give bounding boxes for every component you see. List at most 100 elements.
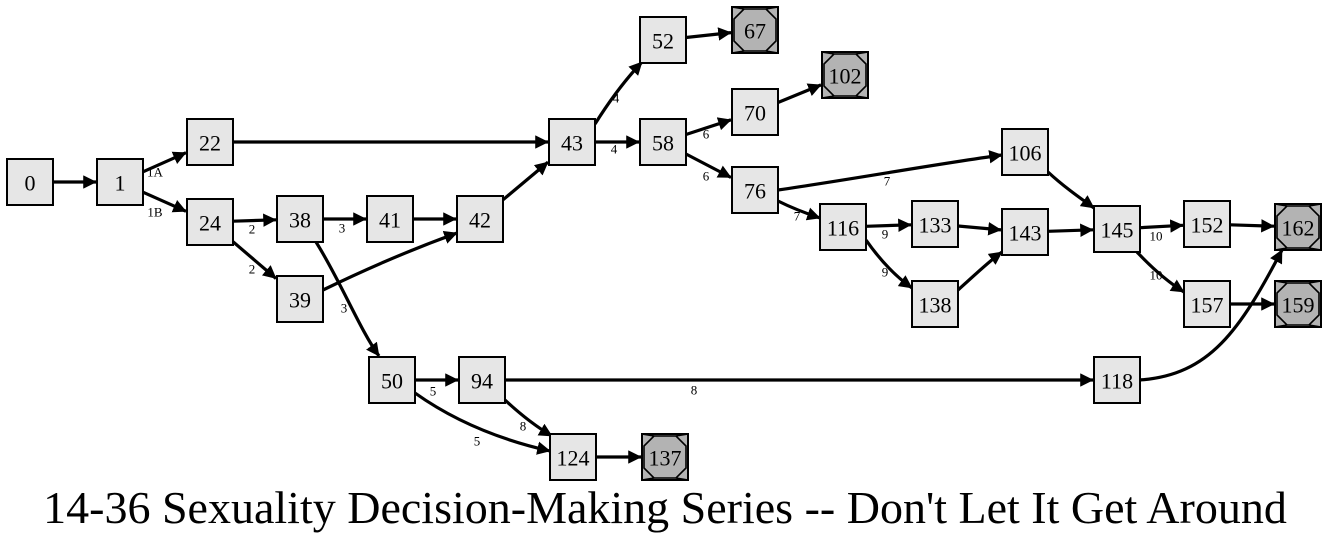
page-box xyxy=(96,158,144,206)
page-box xyxy=(911,280,959,328)
edge-label-50-94: 5 xyxy=(430,384,437,399)
page-box xyxy=(1183,200,1231,248)
edge-label-43-52: 4 xyxy=(613,91,620,106)
ending-corner xyxy=(765,6,779,10)
ending-corner xyxy=(821,51,835,55)
page-box xyxy=(639,118,687,166)
node-label-76: 76 xyxy=(744,179,766,204)
edge-1-24 xyxy=(142,190,187,213)
edge-106-145 xyxy=(1046,170,1095,210)
page-box xyxy=(276,275,324,323)
edge-24-39 xyxy=(231,240,278,280)
edge-152-162 xyxy=(1229,219,1275,233)
node-label-124: 124 xyxy=(557,446,590,471)
node-label-0: 0 xyxy=(25,171,36,196)
ending-node-162: 162 xyxy=(1274,203,1322,251)
edge-label-1-24: 1B xyxy=(147,205,163,220)
page-box xyxy=(1183,280,1231,328)
node-label-43: 43 xyxy=(561,131,583,156)
page-box xyxy=(456,195,504,243)
ending-corner xyxy=(1274,280,1288,284)
edge-label-50-124: 5 xyxy=(474,434,481,449)
node-label-1: 1 xyxy=(115,171,126,196)
page-node-39: 39 xyxy=(276,275,324,323)
ending-corner xyxy=(1274,203,1288,207)
ending-corner xyxy=(675,433,689,437)
edge-label-116-133: 9 xyxy=(882,227,889,242)
node-label-152: 152 xyxy=(1191,213,1224,238)
edge-145-157 xyxy=(1135,250,1185,294)
page-box xyxy=(1001,208,1049,256)
edge-70-102 xyxy=(777,83,822,104)
node-label-58: 58 xyxy=(652,131,674,156)
node-label-145: 145 xyxy=(1101,218,1134,243)
edge-76-116 xyxy=(777,199,821,221)
page-node-94: 94 xyxy=(458,356,506,404)
node-label-162: 162 xyxy=(1282,216,1315,241)
node-label-137: 137 xyxy=(649,446,682,471)
page-node-42: 42 xyxy=(456,195,504,243)
page-node-106: 106 xyxy=(1001,128,1049,176)
page-box xyxy=(548,118,596,166)
ending-corner xyxy=(675,477,689,481)
node-label-118: 118 xyxy=(1101,369,1133,394)
page-box xyxy=(458,356,506,404)
edge-94-124 xyxy=(503,398,553,438)
edge-label-24-38: 2 xyxy=(249,222,256,237)
page-node-58: 58 xyxy=(639,118,687,166)
node-label-22: 22 xyxy=(199,131,221,156)
page-node-1: 1 xyxy=(96,158,144,206)
edge-label-145-157: 10 xyxy=(1150,268,1163,283)
node-label-138: 138 xyxy=(919,293,952,318)
node-label-52: 52 xyxy=(652,29,674,54)
page-box xyxy=(6,158,54,206)
page-node-24: 24 xyxy=(186,198,234,246)
page-node-38: 38 xyxy=(276,195,324,243)
page-box xyxy=(1001,128,1049,176)
edge-1-22 xyxy=(142,151,187,174)
edge-label-24-39: 2 xyxy=(249,262,256,277)
page-node-118: 118 xyxy=(1093,356,1141,404)
ending-corner xyxy=(855,51,869,55)
ending-corner xyxy=(1308,203,1322,207)
ending-box xyxy=(731,6,779,54)
edge-42-43 xyxy=(501,160,550,202)
edge-label-58-70: 6 xyxy=(703,127,710,142)
page-node-145: 145 xyxy=(1093,205,1141,253)
edge-58-70 xyxy=(685,117,732,137)
ending-corner xyxy=(731,6,745,10)
diagram-title: 14-36 Sexuality Decision-Making Series -… xyxy=(43,482,1287,533)
edge-116-138 xyxy=(864,239,913,290)
ending-corner xyxy=(765,50,779,54)
node-label-159: 159 xyxy=(1282,293,1315,318)
page-box xyxy=(731,88,779,136)
ending-node-159: 159 xyxy=(1274,280,1322,328)
edge-38-50 xyxy=(314,241,381,357)
edge-label-43-58: 4 xyxy=(611,142,618,157)
page-node-41: 41 xyxy=(366,195,414,243)
edge-label-76-106: 7 xyxy=(884,174,891,189)
edge-39-42 xyxy=(322,231,458,292)
page-box xyxy=(276,195,324,243)
page-node-116: 116 xyxy=(819,203,867,251)
node-label-102: 102 xyxy=(829,64,862,89)
page-node-157: 157 xyxy=(1183,280,1231,328)
node-label-42: 42 xyxy=(469,208,491,233)
edge-133-143 xyxy=(957,222,1002,236)
ending-corner xyxy=(731,50,745,54)
edge-58-76 xyxy=(685,152,732,179)
edge-116-133 xyxy=(865,218,912,232)
ending-corner xyxy=(641,433,655,437)
ending-box xyxy=(1274,280,1322,328)
edge-label-94-124: 8 xyxy=(520,419,527,434)
ending-corner xyxy=(1308,280,1322,284)
node-label-143: 143 xyxy=(1009,221,1042,246)
edge-24-38 xyxy=(232,213,277,227)
edge-label-38-41: 3 xyxy=(339,221,346,236)
node-label-157: 157 xyxy=(1191,293,1224,318)
page-node-52: 52 xyxy=(639,16,687,64)
page-box xyxy=(366,195,414,243)
